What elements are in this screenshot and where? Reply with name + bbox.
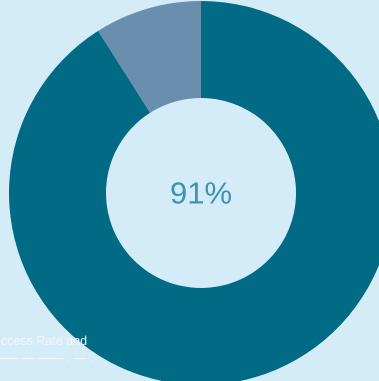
donut-hole xyxy=(106,98,296,288)
caption-line-2: —— — —— . — . xyxy=(0,351,94,365)
caption-line-1: uccess Rate and xyxy=(0,334,88,348)
chart-caption: uccess Rate and —— — —— . — . xyxy=(0,333,124,367)
donut-center-label: 91% xyxy=(170,176,232,211)
